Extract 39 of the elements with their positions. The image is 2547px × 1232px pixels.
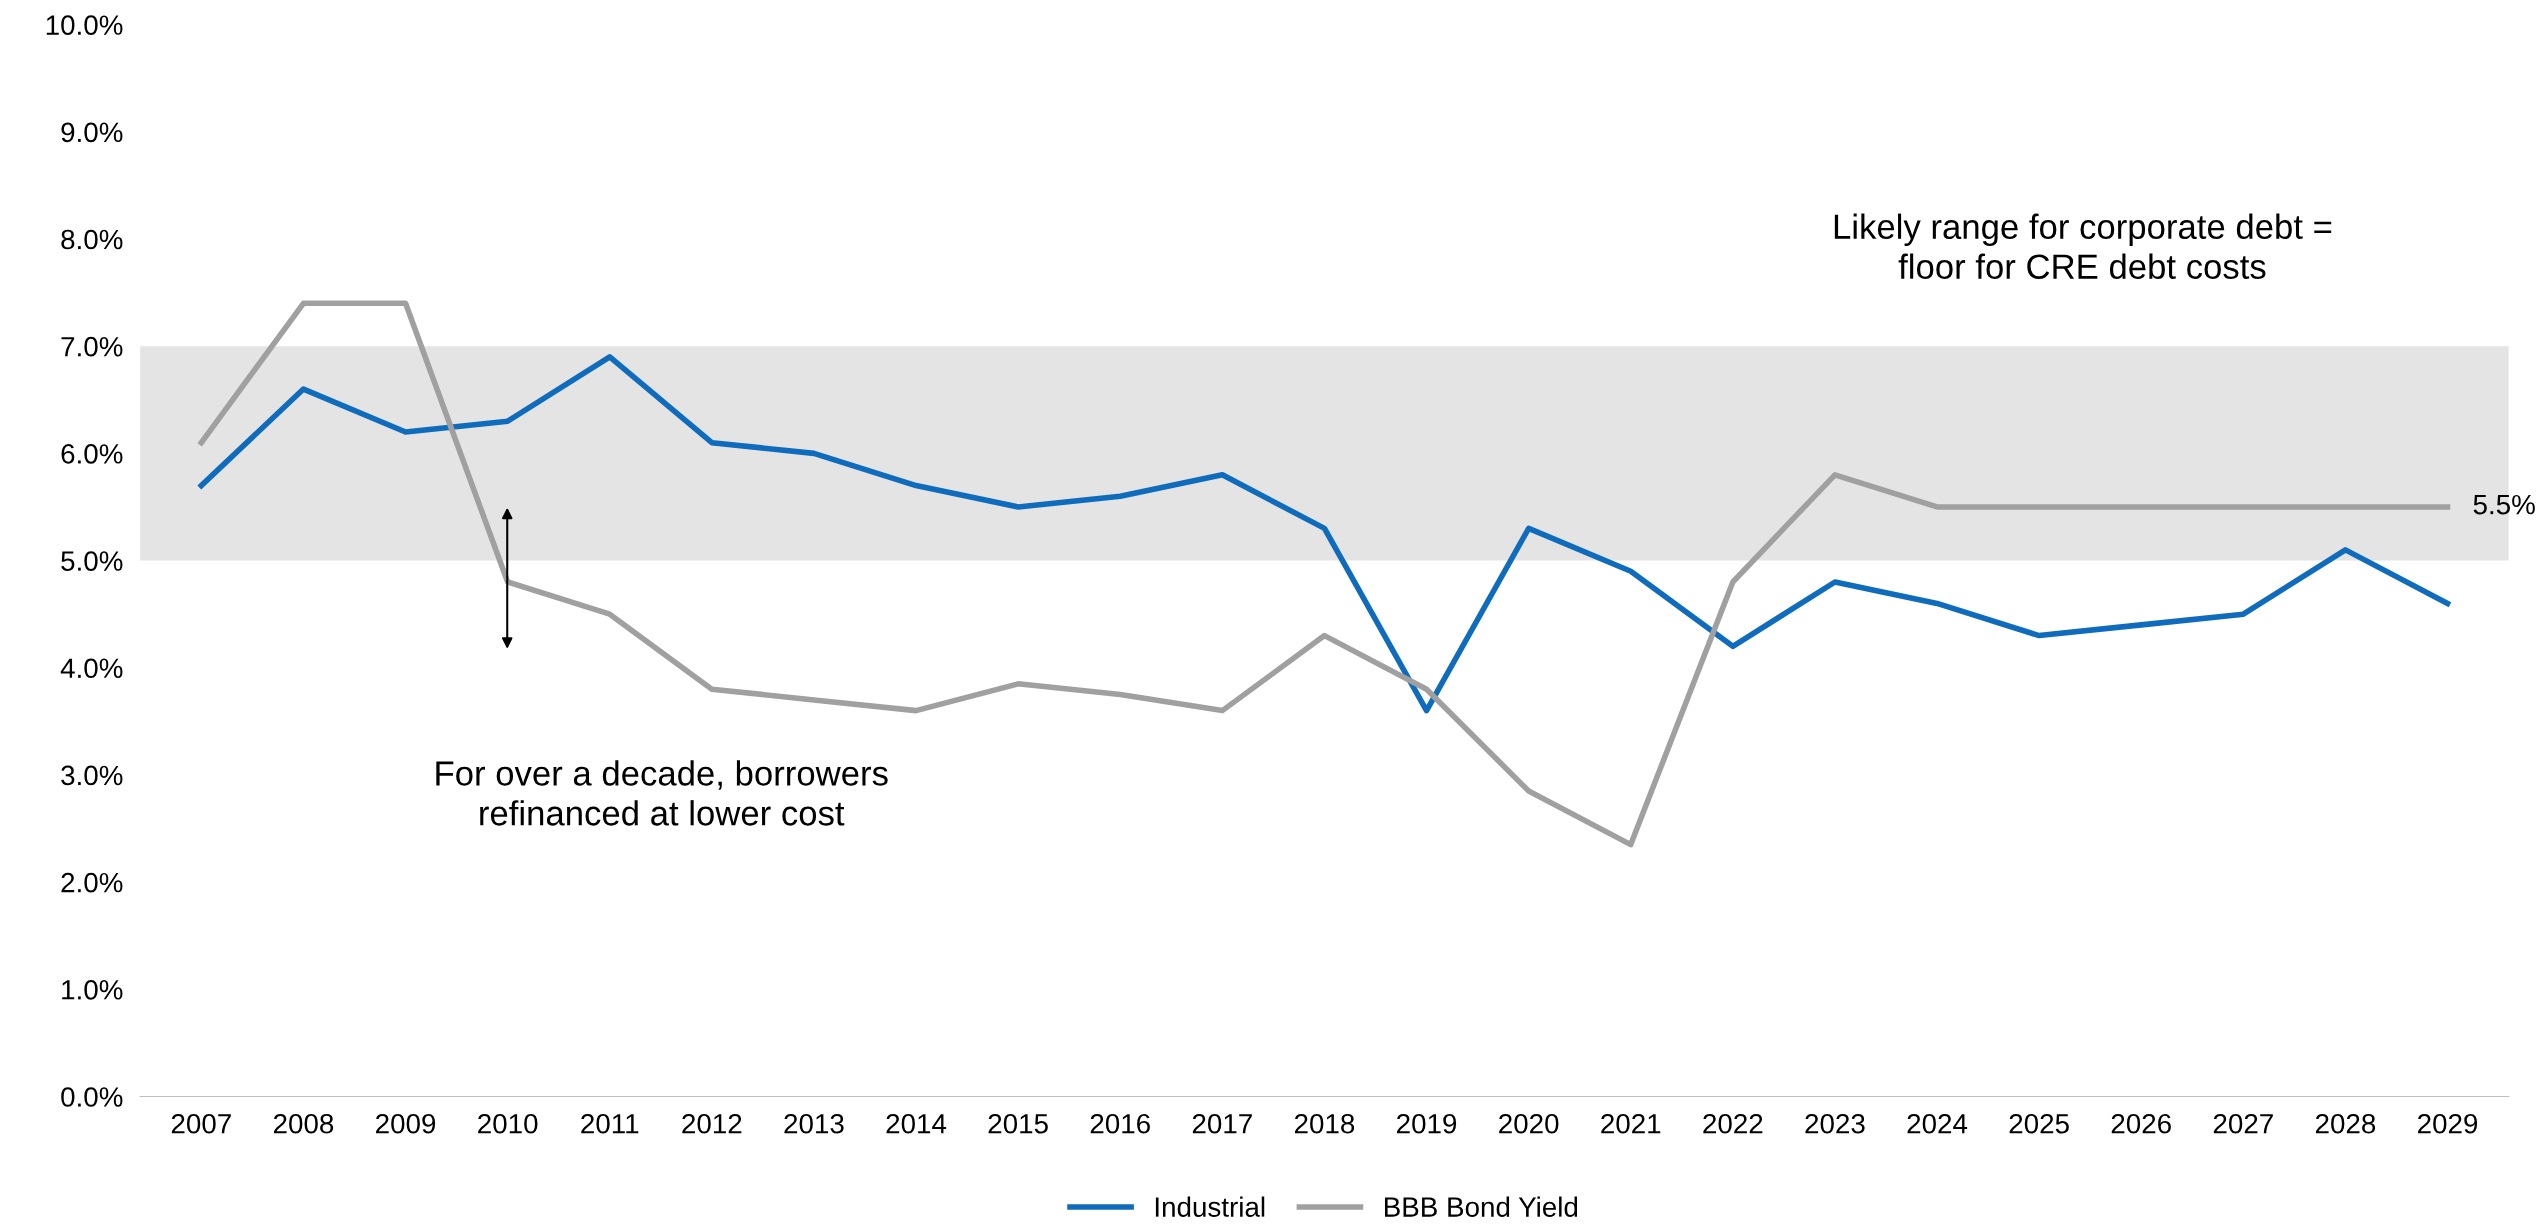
legend-label: BBB Bond Yield: [1385, 1196, 1578, 1217]
x-tick-label: 2009: [376, 1113, 436, 1134]
annotation: For over a decade, borrowers refinanced at lower cost: [436, 760, 888, 826]
y-tick-label: 5.0%: [61, 551, 123, 571]
x-tick-label: 2017: [1192, 1113, 1252, 1134]
legend-label: Industrial: [1155, 1196, 1265, 1217]
x-tick-label: 2024: [1907, 1113, 1968, 1134]
y-tick-label: 9.0%: [61, 122, 123, 143]
annotation: Likely range for corporate debt = floor for CRE debt costs: [1834, 213, 2332, 280]
y-tick-label: 1.0%: [62, 979, 123, 1000]
x-tick-label: 2013: [784, 1113, 844, 1134]
x-tick-label: 2020: [1499, 1113, 1559, 1134]
x-tick-label: 2027: [2213, 1113, 2273, 1134]
y-tick-label: 8.0%: [61, 229, 123, 250]
x-tick-label: 2016: [1090, 1113, 1150, 1134]
x-tick-label: 2019: [1397, 1113, 1457, 1134]
x-tick-label: 2018: [1294, 1113, 1355, 1134]
x-tick-label: 2028: [2315, 1113, 2376, 1134]
x-tick-label: 2007: [171, 1113, 231, 1134]
x-tick-label: 2026: [2111, 1113, 2171, 1134]
x-tick-label: 2022: [1703, 1113, 1763, 1134]
x-tick-label: 2029: [2418, 1113, 2478, 1134]
y-tick-label: 0.0%: [61, 1087, 123, 1107]
x-tick-label: 2021: [1601, 1113, 1661, 1134]
x-tick-label: 2012: [682, 1113, 742, 1134]
y-tick-label: 2.0%: [61, 872, 123, 893]
annotation: 5.5%: [2473, 494, 2535, 515]
y-tick-label: 3.0%: [61, 765, 123, 786]
x-tick-label: 2014: [886, 1113, 947, 1134]
y-tick-label: 4.0%: [60, 658, 123, 679]
x-tick-label: 2025: [2009, 1113, 2069, 1134]
y-tick-label: 10.0%: [46, 15, 123, 35]
x-tick-label: 2008: [273, 1113, 334, 1134]
x-tick-label: 2023: [1805, 1113, 1865, 1134]
x-tick-label: 2010: [478, 1113, 538, 1134]
y-tick-label: 6.0%: [61, 444, 123, 464]
x-tick-label: 2011: [581, 1113, 639, 1134]
x-tick-label: 2015: [988, 1113, 1048, 1134]
y-tick-label: 7.0%: [61, 336, 123, 357]
